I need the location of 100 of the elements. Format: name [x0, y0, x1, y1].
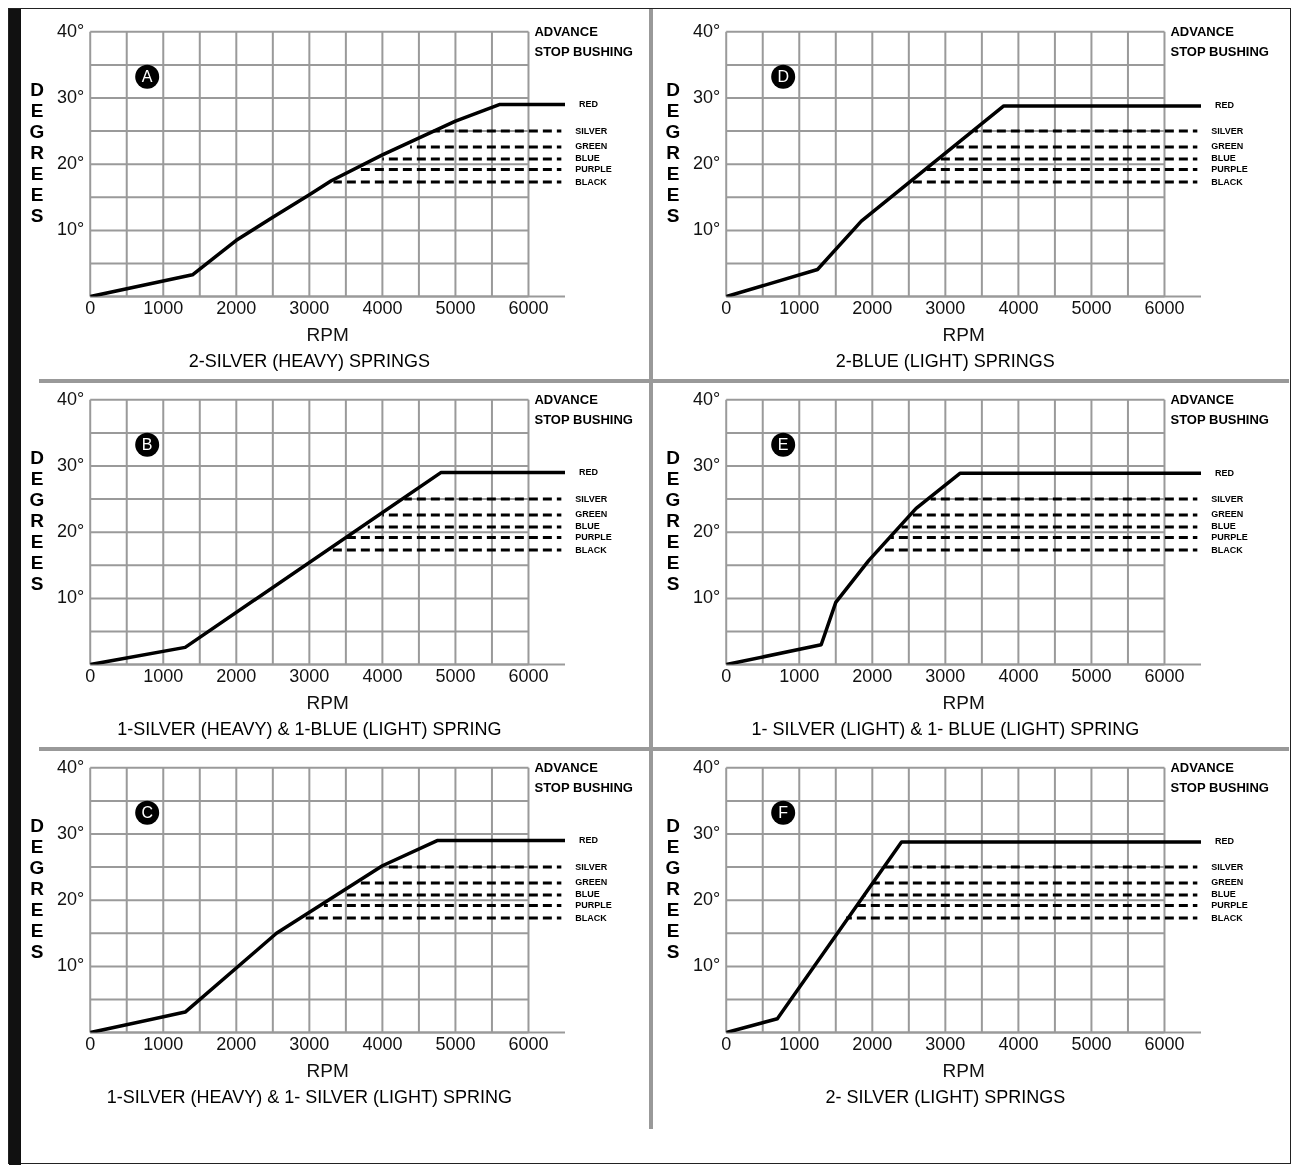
x-tick-label: 1000 [143, 666, 184, 687]
text: 2- SILVER (LIGHT) SPRINGS [825, 1086, 1066, 1107]
series-label: GREEN [1211, 509, 1244, 520]
y-tick-label: 40° [692, 756, 721, 777]
text: B [141, 436, 153, 454]
series-label: BLACK [575, 544, 608, 555]
x-tick-label: 0 [85, 666, 96, 687]
y-tick-label: 40° [692, 20, 721, 41]
series-label: GREEN [575, 877, 608, 888]
x-axis-title: RPM [306, 1059, 349, 1081]
x-tick-label: 1000 [143, 298, 184, 319]
series-label: BLACK [575, 176, 608, 187]
series-label: GREEN [575, 141, 608, 152]
text: 1- SILVER (LIGHT) & 1- BLUE (LIGHT) SPRING [751, 718, 1140, 739]
y-tick-label: 20° [56, 521, 85, 542]
x-tick-label: 3000 [925, 666, 966, 687]
x-tick-label: 0 [85, 298, 96, 319]
y-tick-label: 40° [692, 388, 721, 409]
text: E [777, 436, 789, 454]
x-tick-label: 0 [721, 298, 732, 319]
x-tick-label: 2000 [852, 1034, 893, 1055]
x-tick-label: 5000 [435, 1034, 476, 1055]
series-label: RED [579, 467, 599, 478]
y-tick-label: 30° [692, 86, 721, 107]
y-axis-title: DEGREES [665, 79, 681, 227]
y-tick-label: 30° [56, 86, 85, 107]
y-tick-label: 10° [692, 955, 721, 976]
x-tick-label: 1000 [779, 298, 820, 319]
y-tick-label: 10° [56, 955, 85, 976]
series-label: RED [1215, 467, 1235, 478]
y-tick-label: 40° [56, 388, 85, 409]
series-label: SILVER [575, 861, 608, 872]
series-label: RED [579, 835, 599, 846]
y-tick-label: 10° [56, 219, 85, 240]
y-axis-title: DEGREES [29, 447, 45, 595]
y-tick-label: 20° [692, 521, 721, 542]
x-tick-label: 3000 [289, 1034, 330, 1055]
series-label: BLUE [1211, 889, 1236, 900]
annotation: ADVANCE STOP BUSHING [534, 759, 633, 795]
y-tick-label: 10° [692, 219, 721, 240]
x-tick-label: 0 [721, 666, 732, 687]
y-tick-label: 20° [56, 889, 85, 910]
y-tick-label: 20° [56, 153, 85, 174]
y-tick-label: 40° [56, 20, 85, 41]
x-tick-label: 4000 [362, 666, 403, 687]
series-label: RED [1215, 100, 1235, 111]
annotation: ADVANCE STOP BUSHING [1170, 759, 1269, 795]
x-tick-label: 6000 [508, 666, 549, 687]
text: A [141, 68, 153, 86]
text: C [141, 804, 153, 822]
y-tick-label: 30° [692, 454, 721, 475]
x-tick-label: 4000 [362, 298, 403, 319]
y-tick-label: 30° [56, 822, 85, 843]
series-label: BLUE [575, 521, 600, 532]
y-tick-label: 30° [692, 822, 721, 843]
x-tick-label: 1000 [779, 1034, 820, 1055]
x-tick-label: 5000 [1071, 298, 1112, 319]
series-label: GREEN [1211, 877, 1244, 888]
y-tick-label: 20° [692, 889, 721, 910]
x-tick-label: 5000 [1071, 1034, 1112, 1055]
annotation: ADVANCE STOP BUSHING [534, 23, 633, 59]
y-axis-title: DEGREES [665, 447, 681, 595]
y-tick-label: 10° [56, 587, 85, 608]
x-tick-label: 0 [85, 1034, 96, 1055]
series-label: BLUE [575, 153, 600, 164]
text: 2-BLUE (LIGHT) SPRINGS [835, 350, 1055, 371]
series-label: GREEN [1211, 141, 1244, 152]
y-tick-label: 30° [56, 454, 85, 475]
series-label: PURPLE [575, 899, 612, 910]
x-tick-label: 4000 [998, 298, 1039, 319]
annotation: ADVANCE STOP BUSHING [534, 391, 633, 427]
x-tick-label: 3000 [289, 298, 330, 319]
series-label: BLUE [575, 889, 600, 900]
x-tick-label: 2000 [852, 666, 893, 687]
x-tick-label: 2000 [216, 666, 257, 687]
series-label: RED [579, 99, 599, 110]
x-tick-label: 3000 [289, 666, 330, 687]
x-tick-label: 2000 [852, 298, 893, 319]
y-axis-title: DEGREES [665, 815, 681, 963]
series-label: PURPLE [575, 163, 612, 174]
x-tick-label: 6000 [508, 1034, 549, 1055]
series-label: PURPLE [1211, 531, 1248, 542]
y-tick-label: 10° [692, 587, 721, 608]
x-tick-label: 1000 [779, 666, 820, 687]
x-tick-label: 3000 [925, 298, 966, 319]
series-label: SILVER [1211, 493, 1244, 504]
x-tick-label: 5000 [435, 666, 476, 687]
series-label: GREEN [575, 509, 608, 520]
text: 1-SILVER (HEAVY) & 1-BLUE (LIGHT) SPRING [117, 718, 502, 739]
x-tick-label: 6000 [1144, 298, 1185, 319]
x-axis-title: RPM [942, 691, 985, 713]
series-label: BLUE [1211, 521, 1236, 532]
series-label: BLACK [1211, 912, 1244, 923]
series-label: BLACK [1211, 176, 1244, 187]
x-tick-label: 2000 [216, 298, 257, 319]
x-tick-label: 0 [721, 1034, 732, 1055]
y-axis-title: DEGREES [29, 815, 45, 963]
y-axis-title: DEGREES [29, 79, 45, 227]
x-tick-label: 5000 [435, 298, 476, 319]
series-label: SILVER [575, 125, 608, 136]
